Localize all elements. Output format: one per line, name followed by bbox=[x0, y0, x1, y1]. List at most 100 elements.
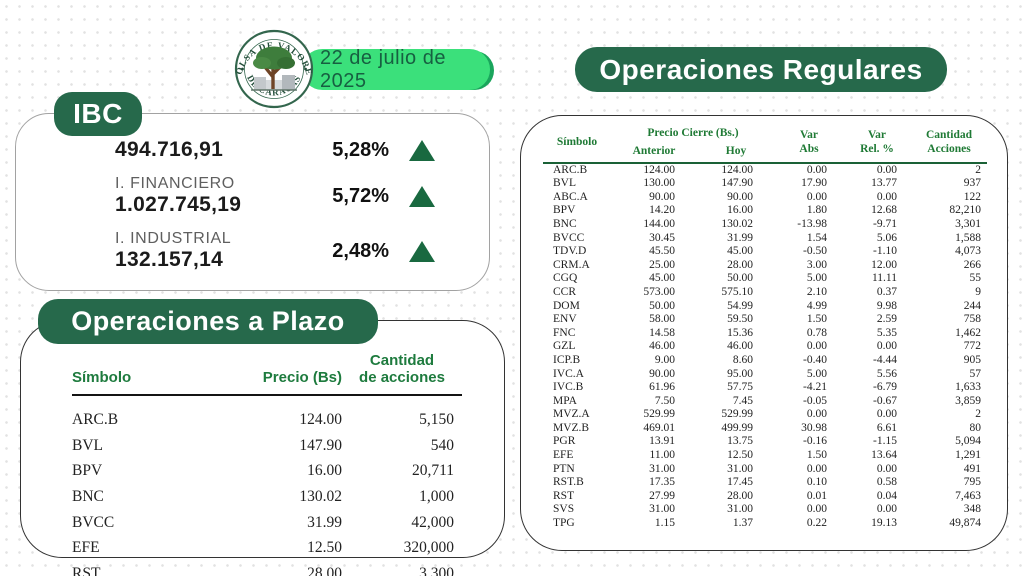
cell-symbol: MPA bbox=[553, 394, 577, 407]
table-row: BVCC 31.99 42,000 bbox=[72, 510, 462, 536]
cell-anterior: 31.00 bbox=[649, 503, 675, 516]
cell-symbol: MVZ.A bbox=[553, 408, 590, 421]
table-row: FNC 14.58 15.36 0.78 5.35 1,462 bbox=[543, 327, 987, 341]
cell-anterior: 50.00 bbox=[649, 299, 675, 312]
cell-symbol: BVL bbox=[553, 177, 576, 190]
cell-var-abs: -0.16 bbox=[803, 435, 827, 448]
cell-var-rel: -9.71 bbox=[873, 217, 897, 230]
cell-var-abs: 0.00 bbox=[806, 462, 827, 475]
logo-right-dot bbox=[304, 67, 307, 71]
cell-quantity: 122 bbox=[963, 190, 981, 203]
cell-anterior: 11.00 bbox=[649, 449, 675, 462]
cell-var-rel: 12.68 bbox=[871, 204, 897, 217]
cell-hoy: 54.99 bbox=[727, 299, 753, 312]
cell-var-abs: 0.00 bbox=[806, 503, 827, 516]
cell-var-rel: 13.77 bbox=[871, 177, 897, 190]
cell-anterior: 90.00 bbox=[649, 190, 675, 203]
cell-quantity: 348 bbox=[963, 503, 981, 516]
cell-symbol: MVZ.B bbox=[553, 421, 590, 434]
reg-header-price-group: Precio Cierre (Bs.) bbox=[647, 127, 739, 139]
cell-price: 130.02 bbox=[299, 488, 342, 506]
cell-price: 16.00 bbox=[307, 462, 342, 480]
cell-quantity: 55 bbox=[969, 272, 982, 285]
reg-header-var-rel: Var Rel. % bbox=[860, 129, 894, 155]
cell-anterior: 61.96 bbox=[649, 381, 675, 394]
cell-var-rel: 12.00 bbox=[871, 258, 897, 271]
table-row: IVC.B 61.96 57.75 -4.21 -6.79 1,633 bbox=[543, 381, 987, 395]
plazo-card bbox=[20, 320, 505, 558]
cell-quantity: 5,094 bbox=[955, 435, 981, 448]
cell-anterior: 573.00 bbox=[643, 285, 675, 298]
cell-var-rel: 0.00 bbox=[876, 340, 897, 353]
ibc-index-change: 5,28% bbox=[332, 139, 435, 162]
cell-hoy: 90.00 bbox=[727, 190, 753, 203]
cell-symbol: CRM.A bbox=[553, 258, 590, 271]
plazo-header-symbol: Símbolo bbox=[72, 369, 132, 387]
cell-hoy: 529.99 bbox=[721, 408, 753, 421]
cell-symbol: IVC.A bbox=[553, 367, 584, 380]
table-row: CGQ 45.00 50.00 5.00 11.11 55 bbox=[543, 272, 987, 286]
logo-artwork bbox=[251, 46, 297, 91]
cell-hoy: 31.00 bbox=[727, 503, 753, 516]
table-row: BVL 130.00 147.90 17.90 13.77 937 bbox=[543, 177, 987, 191]
cell-symbol: ARC.B bbox=[72, 411, 119, 429]
cell-anterior: 17.35 bbox=[649, 476, 675, 489]
cell-anterior: 31.00 bbox=[649, 462, 675, 475]
cell-quantity: 7,463 bbox=[955, 489, 981, 502]
cell-var-abs: 2.10 bbox=[806, 285, 827, 298]
logo-left-dot bbox=[241, 67, 244, 71]
cell-quantity: 320,000 bbox=[403, 539, 454, 557]
table-row: CRM.A 25.00 28.00 3.00 12.00 266 bbox=[543, 259, 987, 273]
plazo-table-body: ARC.B 124.00 5,150 BVL 147.90 540 BPV 16… bbox=[72, 408, 462, 576]
table-row: MVZ.A 529.99 529.99 0.00 0.00 2 bbox=[543, 408, 987, 422]
cell-var-abs: 3.00 bbox=[806, 258, 827, 271]
cell-var-abs: -0.50 bbox=[803, 245, 827, 258]
cell-var-abs: 0.00 bbox=[806, 190, 827, 203]
cell-price: 147.90 bbox=[299, 436, 342, 454]
cell-hoy: 59.50 bbox=[727, 313, 753, 326]
ibc-index-label: I. INDUSTRIAL bbox=[115, 230, 232, 247]
cell-anterior: 9.00 bbox=[654, 353, 675, 366]
reg-header-anterior: Anterior bbox=[632, 144, 676, 157]
bvc-logo: BOLSA DE VALORES DE CARACAS bbox=[234, 25, 314, 109]
cell-symbol: BNC bbox=[72, 488, 104, 506]
cell-var-abs: 0.00 bbox=[806, 340, 827, 353]
cell-var-rel: 0.00 bbox=[876, 462, 897, 475]
cell-anterior: 7.50 bbox=[654, 394, 675, 407]
cell-var-abs: -0.05 bbox=[803, 394, 827, 407]
ibc-index-label: I. FINANCIERO bbox=[115, 175, 235, 192]
cell-var-rel: 0.00 bbox=[876, 503, 897, 516]
plazo-header-qty-line1: Cantidad bbox=[369, 352, 435, 369]
table-row: BNC 144.00 130.02 -13.98 -9.71 3,301 bbox=[543, 218, 987, 232]
cell-hoy: 130.02 bbox=[721, 217, 753, 230]
cell-symbol: RST bbox=[553, 489, 575, 502]
cell-var-abs: 1.54 bbox=[806, 231, 827, 244]
regulares-title-badge: Operaciones Regulares bbox=[575, 47, 947, 92]
cell-var-abs: -13.98 bbox=[797, 217, 827, 230]
cell-anterior: 13.91 bbox=[649, 435, 675, 448]
cell-var-abs: 4.99 bbox=[806, 299, 827, 312]
ibc-index-info: I. INDUSTRIAL 132.157,14 bbox=[115, 230, 231, 272]
cell-hoy: 46.00 bbox=[727, 340, 753, 353]
reg-header-var-abs: Var Abs bbox=[799, 129, 819, 155]
cell-price: 31.99 bbox=[307, 513, 342, 531]
plazo-title-label: Operaciones a Plazo bbox=[71, 306, 345, 336]
cell-symbol: BVL bbox=[72, 436, 103, 454]
cell-var-rel: 0.04 bbox=[876, 489, 897, 502]
reg-header-hoy: Hoy bbox=[725, 144, 747, 157]
cell-symbol: ENV bbox=[553, 313, 577, 326]
table-row: RST 27.99 28.00 0.01 0.04 7,463 bbox=[543, 490, 987, 504]
cell-anterior: 45.00 bbox=[649, 272, 675, 285]
cell-quantity: 5,150 bbox=[419, 411, 454, 429]
cell-symbol: BVCC bbox=[72, 513, 115, 531]
cell-price: 124.00 bbox=[299, 411, 342, 429]
regulares-table-header: Símbolo Precio Cierre (Bs.) Var Abs Var … bbox=[543, 126, 987, 163]
cell-var-rel: 0.00 bbox=[876, 408, 897, 421]
table-row: RST.B 17.35 17.45 0.10 0.58 795 bbox=[543, 476, 987, 490]
cell-quantity: 266 bbox=[963, 258, 981, 271]
cell-var-rel: 5.35 bbox=[876, 326, 897, 339]
table-row: RST 28.00 3,300 bbox=[72, 561, 462, 576]
cell-quantity: 1,462 bbox=[955, 326, 981, 339]
triangle-up-icon bbox=[409, 185, 435, 207]
table-row: BPV 16.00 20,711 bbox=[72, 459, 462, 485]
